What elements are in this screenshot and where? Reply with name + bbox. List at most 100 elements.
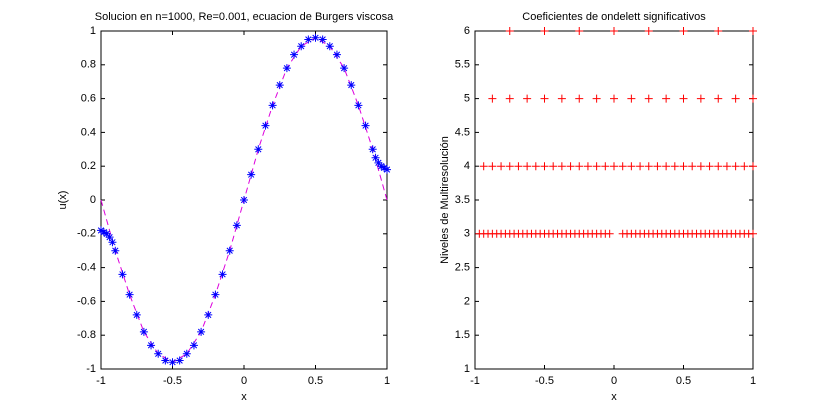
marker (575, 27, 584, 35)
y-axis-label: Niveles de Multiresolución (439, 136, 451, 264)
marker (679, 27, 688, 35)
x-axis-label: x (611, 391, 617, 403)
marker (97, 226, 105, 235)
marker (161, 356, 170, 365)
marker (749, 94, 757, 103)
marker (514, 162, 523, 171)
marker (696, 94, 705, 103)
marker (610, 94, 618, 103)
marker (575, 162, 584, 171)
marker (540, 94, 549, 103)
y-tick-label: 2.5 (455, 262, 470, 274)
marker (371, 153, 380, 162)
marker (523, 162, 532, 171)
y-tick-label: -0.8 (77, 329, 96, 341)
chart-title: Coeficientes de ondelett significativos (522, 11, 706, 23)
y-tick-label: 0.8 (81, 59, 96, 71)
marker (347, 81, 356, 90)
x-tick-label: 1 (750, 375, 756, 387)
x-tick-label: 0 (611, 375, 617, 387)
marker (368, 145, 377, 154)
marker (189, 341, 198, 350)
marker (605, 229, 614, 238)
marker (749, 162, 757, 171)
x-tick-label: 0.5 (676, 375, 691, 387)
marker (225, 246, 234, 255)
marker (610, 162, 618, 171)
marker (557, 162, 566, 171)
y-tick-label: 4 (464, 160, 470, 172)
y-tick-label: -1 (86, 363, 96, 375)
marker (204, 310, 213, 319)
marker (505, 27, 514, 35)
marker (644, 94, 653, 103)
marker (105, 233, 114, 242)
marker (318, 35, 327, 44)
x-tick-label: -0.5 (535, 375, 554, 387)
marker (218, 270, 227, 279)
marker (749, 27, 757, 35)
marker (325, 42, 334, 51)
x-tick-label: -1 (96, 375, 106, 387)
marker (705, 162, 714, 171)
marker (154, 349, 163, 358)
marker (488, 162, 497, 171)
marker (540, 162, 549, 171)
marker (662, 94, 671, 103)
marker (662, 162, 671, 171)
marker (290, 50, 299, 59)
y-tick-label: 3 (464, 228, 470, 240)
marker (575, 94, 584, 103)
marker (168, 358, 177, 367)
marker (102, 229, 111, 238)
marker (254, 145, 263, 154)
marker (722, 162, 731, 171)
marker (592, 94, 601, 103)
marker (696, 162, 705, 171)
marker (731, 162, 740, 171)
y-tick-label: 0.4 (81, 126, 96, 138)
marker (354, 101, 363, 110)
y-tick-label: 1 (464, 363, 470, 375)
y-tick-label: 1 (90, 25, 96, 37)
marker (627, 162, 636, 171)
marker (601, 162, 610, 171)
chart-title: Solucion en n=1000, Re=0.001, ecuacion d… (95, 11, 394, 23)
y-tick-label: -0.4 (77, 262, 96, 274)
marker (340, 64, 349, 73)
marker (232, 221, 241, 230)
marker (374, 158, 383, 167)
marker (714, 27, 723, 35)
marker (108, 238, 117, 247)
y-tick-label: 1.5 (455, 329, 470, 341)
marker (679, 162, 688, 171)
marker (282, 64, 291, 73)
marker (247, 170, 256, 179)
marker (714, 162, 723, 171)
marker (566, 162, 575, 171)
marker (125, 290, 134, 299)
marker (268, 101, 277, 110)
marker (311, 33, 320, 42)
x-tick-label: 0 (241, 375, 247, 387)
marker (679, 94, 688, 103)
y-tick-label: -0.2 (77, 228, 96, 240)
marker (118, 270, 127, 279)
marker (610, 27, 618, 35)
marker (688, 162, 697, 171)
marker (175, 356, 184, 365)
marker (653, 162, 662, 171)
marker (731, 94, 740, 103)
x-tick-label: 1 (384, 375, 390, 387)
marker (540, 27, 549, 35)
marker (583, 162, 592, 171)
y-tick-label: 4.5 (455, 126, 470, 138)
marker (275, 81, 284, 90)
y-tick-label: -0.6 (77, 295, 96, 307)
marker (644, 27, 653, 35)
marker (523, 94, 532, 103)
marker (505, 94, 514, 103)
y-tick-label: 0.6 (81, 93, 96, 105)
